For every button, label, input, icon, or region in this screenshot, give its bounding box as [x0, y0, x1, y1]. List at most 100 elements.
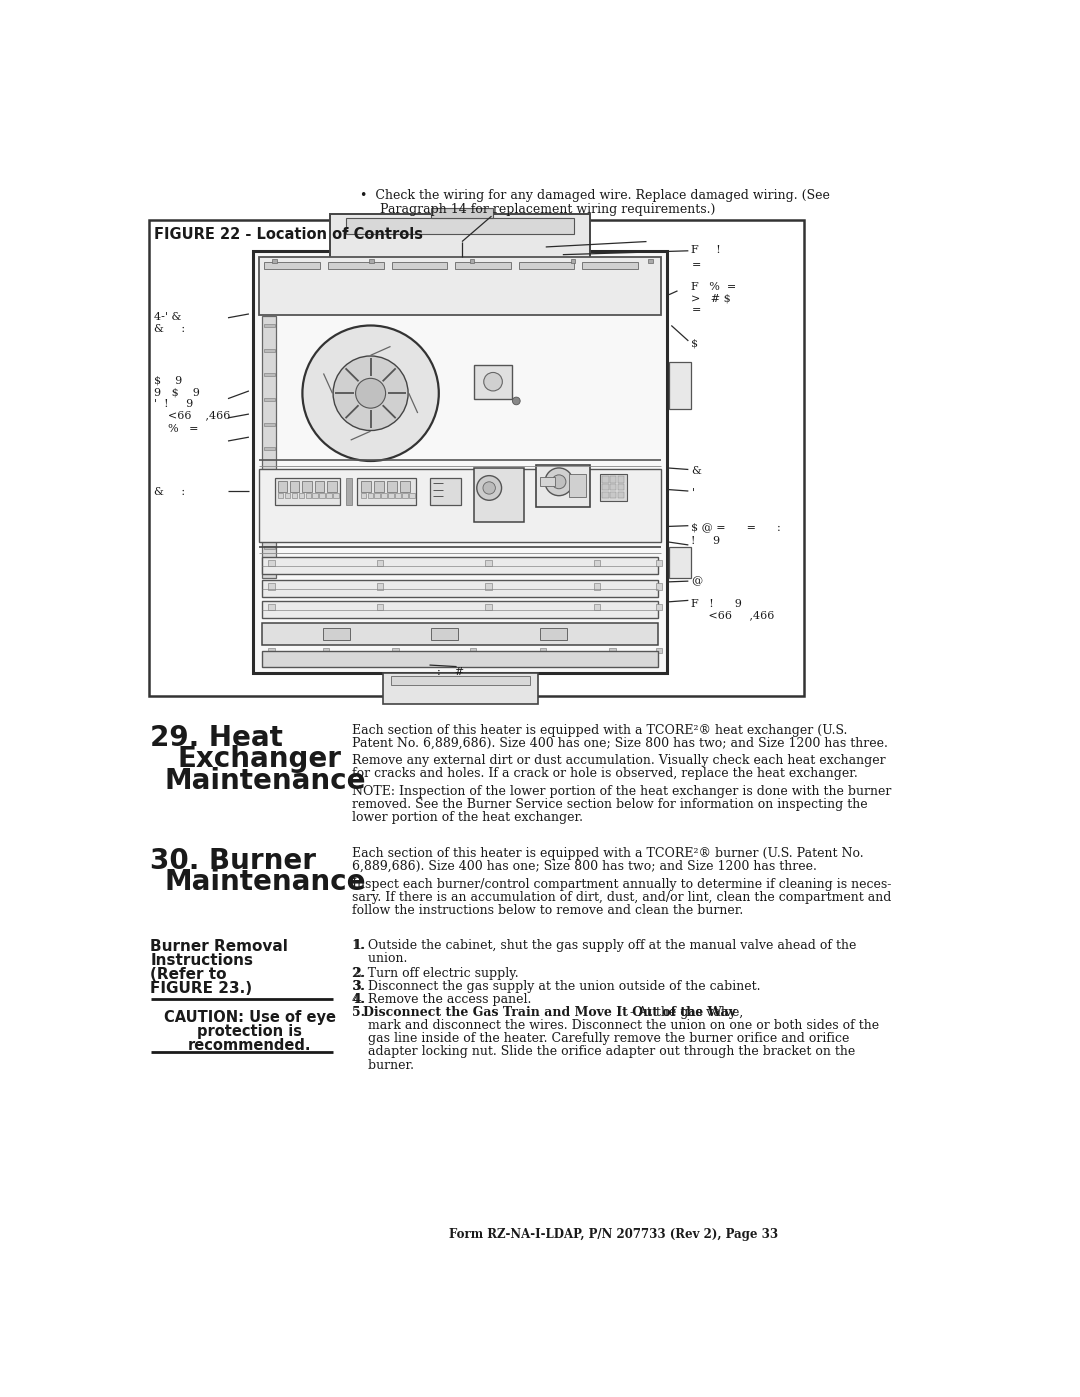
Bar: [375, 493, 380, 497]
Text: 5.: 5.: [352, 1006, 365, 1020]
Bar: [594, 605, 600, 610]
Bar: [320, 493, 325, 497]
Bar: [409, 493, 415, 497]
Bar: [470, 648, 476, 652]
Bar: [387, 481, 397, 492]
Text: 1.: 1.: [352, 939, 365, 953]
Text: 3. Disconnect the gas supply at the union outside of the cabinet.: 3. Disconnect the gas supply at the unio…: [352, 979, 760, 993]
Bar: [600, 474, 627, 502]
Bar: [669, 362, 691, 409]
Bar: [455, 261, 511, 270]
Text: 6,889,686). Size 400 has one; Size 800 has two; and Size 1200 has three.: 6,889,686). Size 400 has one; Size 800 h…: [352, 861, 816, 873]
Text: gas line inside of the heater. Carefully remove the burner orifice and orifice: gas line inside of the heater. Carefully…: [352, 1032, 849, 1045]
Bar: [610, 476, 617, 482]
Bar: [669, 548, 691, 578]
Bar: [594, 560, 600, 567]
Bar: [582, 261, 638, 270]
Bar: [268, 584, 274, 590]
Text: follow the instructions below to remove and clean the burner.: follow the instructions below to remove …: [352, 904, 743, 916]
Bar: [323, 648, 328, 652]
Bar: [264, 472, 274, 475]
Bar: [377, 605, 383, 610]
Text: @: @: [691, 576, 703, 585]
Bar: [431, 629, 458, 640]
Text: lower portion of the heat exchanger.: lower portion of the heat exchanger.: [352, 812, 583, 824]
Bar: [610, 492, 617, 497]
Bar: [430, 478, 460, 504]
Bar: [278, 493, 283, 497]
Text: &     :: & :: [154, 488, 186, 497]
Bar: [391, 676, 530, 685]
Text: &     :: & :: [154, 324, 186, 334]
Text: F     !: F !: [691, 244, 721, 254]
Bar: [395, 493, 401, 497]
Bar: [656, 560, 662, 567]
Bar: [149, 219, 804, 696]
Text: $    9: $ 9: [154, 376, 183, 386]
Bar: [278, 481, 287, 492]
Bar: [485, 605, 491, 610]
Text: Inspect each burner/control compartment annually to determine if cleaning is nec: Inspect each burner/control compartment …: [352, 877, 891, 890]
Bar: [264, 496, 274, 500]
Bar: [264, 521, 274, 524]
Text: adapter locking nut. Slide the orifice adapter out through the bracket on the: adapter locking nut. Slide the orifice a…: [352, 1045, 855, 1059]
Circle shape: [476, 475, 501, 500]
Bar: [265, 261, 321, 270]
Text: !     9: ! 9: [691, 535, 720, 546]
Bar: [369, 258, 374, 263]
Text: 4.: 4.: [352, 993, 365, 1006]
Bar: [253, 251, 667, 673]
Text: :    #: : #: [437, 666, 464, 676]
Text: for cracks and holes. If a crack or hole is observed, replace the heat exchanger: for cracks and holes. If a crack or hole…: [352, 767, 858, 781]
Text: 30. Burner: 30. Burner: [150, 847, 316, 875]
Bar: [474, 468, 524, 522]
Text: &: &: [691, 467, 701, 476]
Text: (Refer to: (Refer to: [150, 967, 227, 982]
Bar: [431, 208, 494, 218]
Text: =: =: [691, 305, 701, 314]
Bar: [312, 493, 318, 497]
Bar: [474, 365, 512, 398]
Bar: [302, 481, 312, 492]
Text: burner.: burner.: [352, 1059, 414, 1071]
Text: Burner Removal: Burner Removal: [150, 939, 288, 954]
Bar: [485, 584, 491, 590]
Bar: [330, 214, 590, 260]
Bar: [570, 258, 576, 263]
Bar: [262, 651, 658, 666]
Bar: [648, 258, 652, 263]
Text: <66     ,466: <66 ,466: [691, 610, 774, 620]
Text: •  Check the wiring for any damaged wire. Replace damaged wiring. (See: • Check the wiring for any damaged wire.…: [360, 189, 829, 203]
Text: 2. Turn off electric supply.: 2. Turn off electric supply.: [352, 967, 518, 979]
Text: <66    ,466: <66 ,466: [154, 411, 231, 420]
Bar: [400, 481, 410, 492]
Bar: [262, 316, 276, 578]
Bar: [381, 493, 387, 497]
Bar: [485, 560, 491, 567]
Bar: [540, 648, 545, 652]
Bar: [603, 485, 608, 490]
Bar: [377, 560, 383, 567]
Text: $ @ =      =      :: $ @ = = :: [691, 522, 781, 532]
Text: recommended.: recommended.: [188, 1038, 311, 1053]
Text: protection is: protection is: [198, 1024, 302, 1039]
Bar: [291, 481, 299, 492]
Bar: [618, 492, 624, 497]
Text: Disconnect the Gas Train and Move It Out of the Way: Disconnect the Gas Train and Move It Out…: [363, 1006, 735, 1020]
Bar: [618, 476, 624, 482]
Bar: [264, 422, 274, 426]
Text: union.: union.: [352, 953, 407, 965]
Bar: [357, 478, 416, 504]
Circle shape: [302, 326, 438, 461]
Text: =: =: [691, 260, 701, 270]
Bar: [259, 257, 661, 314]
Bar: [298, 493, 303, 497]
Bar: [268, 648, 274, 652]
Bar: [262, 580, 658, 598]
Bar: [328, 261, 383, 270]
Text: '  !     9: ' ! 9: [154, 398, 193, 409]
Text: Remove any external dirt or dust accumulation. Visually check each heat exchange: Remove any external dirt or dust accumul…: [352, 754, 886, 767]
Bar: [264, 324, 274, 327]
Bar: [603, 492, 608, 497]
Text: >   # $: > # $: [691, 293, 731, 303]
